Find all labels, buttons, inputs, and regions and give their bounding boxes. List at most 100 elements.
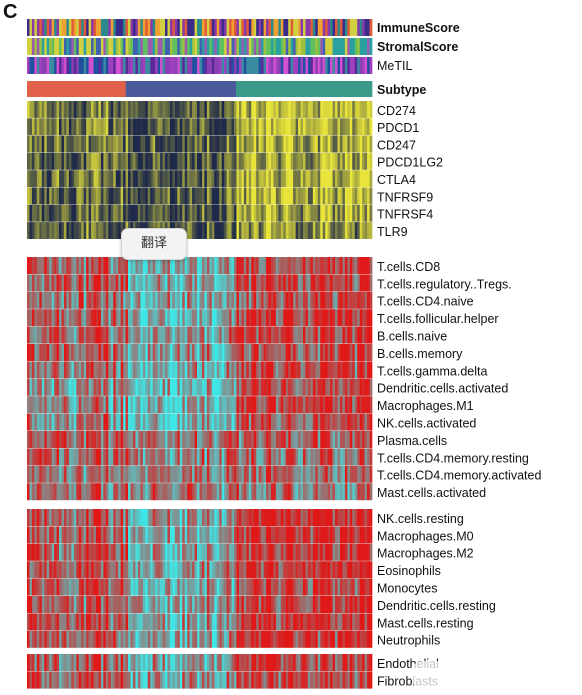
heatmap-cell	[189, 378, 193, 396]
heatmap-cell	[29, 613, 33, 631]
heatmap-cell	[105, 378, 109, 396]
heatmap-cell	[359, 170, 363, 188]
heatmap-cell	[73, 274, 77, 292]
heatmap-cell	[46, 257, 50, 274]
heatmap-cell	[46, 378, 50, 396]
heatmap-cell	[174, 187, 178, 205]
heatmap-cell	[63, 344, 67, 361]
heatmap-cell	[184, 135, 188, 153]
heatmap-cell	[312, 561, 316, 579]
heatmap-cell	[49, 274, 52, 292]
heatmap-cell	[189, 483, 193, 501]
heatmap-cell	[125, 101, 129, 118]
heatmap-cell	[49, 413, 52, 431]
heatmap-cell	[317, 118, 321, 136]
heatmap-cell	[56, 118, 60, 136]
heatmap-cell	[118, 326, 121, 344]
heatmap-cell	[59, 578, 62, 596]
heatmap-cell	[295, 170, 299, 188]
annotation-cell	[128, 38, 131, 55]
heatmap-cell	[307, 378, 311, 396]
heatmap-cell	[120, 309, 124, 327]
heatmap-cell	[354, 431, 358, 448]
heatmap-cell	[123, 543, 126, 561]
heatmap-cell	[364, 378, 368, 396]
annotation-cell	[206, 38, 210, 55]
heatmap-cell	[327, 291, 331, 309]
heatmap-cell	[332, 396, 336, 414]
heatmap-cell	[44, 344, 48, 361]
heatmap-cell	[152, 596, 156, 613]
heatmap-cell	[54, 526, 57, 544]
heatmap-cell	[96, 378, 99, 396]
heatmap-cell	[359, 361, 363, 379]
heatmap-cell	[362, 431, 365, 448]
heatmap-cell	[253, 170, 257, 188]
heatmap-cell	[251, 170, 255, 188]
heatmap-cell	[165, 187, 168, 205]
heatmap-cell	[288, 204, 292, 222]
heatmap-cell	[335, 431, 338, 448]
annotation-cell	[256, 57, 259, 74]
heatmap-cell	[96, 396, 99, 414]
heatmap-cell	[66, 578, 70, 596]
heatmap-cell	[268, 309, 272, 327]
heatmap-cell	[187, 204, 190, 222]
row-label: B.cells.naive	[377, 330, 447, 344]
translate-button[interactable]: 翻译	[121, 228, 187, 260]
heatmap-cell	[51, 483, 55, 501]
heatmap-cell	[300, 543, 304, 561]
heatmap-cell	[189, 170, 193, 188]
heatmap-cell	[150, 671, 154, 689]
heatmap-cell	[275, 361, 279, 379]
annotation-cell	[93, 57, 97, 74]
heatmap-cell	[177, 578, 181, 596]
heatmap-cell	[367, 309, 370, 327]
heatmap-cell	[59, 170, 62, 188]
heatmap-cell	[349, 448, 353, 466]
annotation-cell	[317, 19, 321, 36]
heatmap-cell	[209, 291, 213, 309]
annotation-cell	[162, 38, 166, 55]
heatmap-cell	[268, 448, 272, 466]
heatmap-cell	[327, 448, 331, 466]
heatmap-cell	[103, 222, 107, 239]
heatmap-cell	[71, 613, 75, 631]
heatmap-cell	[352, 361, 356, 379]
heatmap-cell	[204, 204, 208, 222]
heatmap-cell	[36, 118, 40, 136]
heatmap-cell	[108, 483, 112, 501]
heatmap-cell	[160, 204, 163, 222]
heatmap-cell	[268, 396, 272, 414]
heatmap-cell	[147, 361, 151, 379]
heatmap-cell	[83, 101, 87, 118]
heatmap-cell	[216, 170, 220, 188]
heatmap-cell	[270, 361, 274, 379]
heatmap-cell	[39, 630, 43, 648]
heatmap-cell	[174, 431, 178, 448]
heatmap-cell	[197, 509, 200, 526]
heatmap-cell	[243, 118, 247, 136]
heatmap-cell	[184, 630, 188, 648]
heatmap-cell	[59, 222, 62, 239]
heatmap-cell	[59, 274, 62, 292]
heatmap-cell	[307, 431, 311, 448]
heatmap-cell	[137, 578, 141, 596]
heatmap-cell	[266, 291, 269, 309]
heatmap-cell	[49, 152, 52, 170]
heatmap-cell	[317, 274, 321, 292]
heatmap-cell	[280, 671, 284, 689]
heatmap-cell	[364, 187, 368, 205]
heatmap-cell	[44, 448, 48, 466]
heatmap-cell	[56, 654, 60, 672]
heatmap-cell	[342, 257, 346, 274]
annotation-label: MeTIL	[377, 59, 412, 73]
heatmap-cell	[31, 671, 35, 689]
heatmap-cell	[263, 378, 267, 396]
heatmap-cell	[307, 526, 311, 544]
heatmap-cell	[362, 396, 365, 414]
heatmap-cell	[68, 378, 72, 396]
heatmap-cell	[211, 326, 215, 344]
heatmap-cell	[105, 187, 109, 205]
heatmap-cell	[278, 431, 282, 448]
